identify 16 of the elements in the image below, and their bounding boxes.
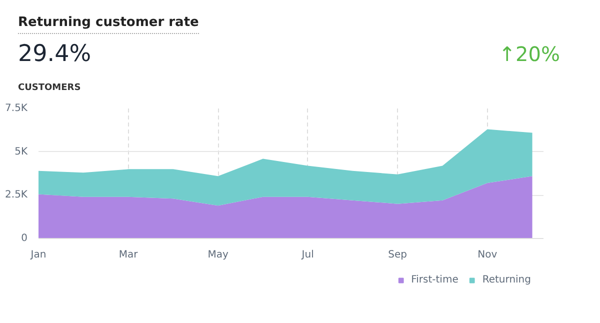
y-tick-label: 5K bbox=[14, 146, 28, 158]
legend-label: Returning bbox=[482, 274, 531, 286]
y-tick-label: 7.5K bbox=[5, 103, 28, 114]
chart-title: Returning customer rate bbox=[18, 14, 199, 34]
x-tick-label: Sep bbox=[388, 250, 408, 260]
x-tick-label: May bbox=[208, 250, 228, 260]
y-axis-title: CUSTOMERS bbox=[18, 82, 82, 96]
y-tick-label: 2.5K bbox=[5, 190, 28, 201]
chart-subtitle: 29.4% bbox=[18, 40, 92, 69]
x-tick-label: Jan bbox=[30, 250, 46, 260]
x-tick-label: Jul bbox=[300, 250, 314, 260]
x-tick-label: Mar bbox=[118, 250, 139, 260]
y-tick-label: 0 bbox=[21, 233, 28, 244]
x-tick-label: Nov bbox=[478, 250, 498, 260]
text: ↑20% bbox=[498, 40, 560, 68]
legend-label: First-time bbox=[411, 274, 458, 286]
